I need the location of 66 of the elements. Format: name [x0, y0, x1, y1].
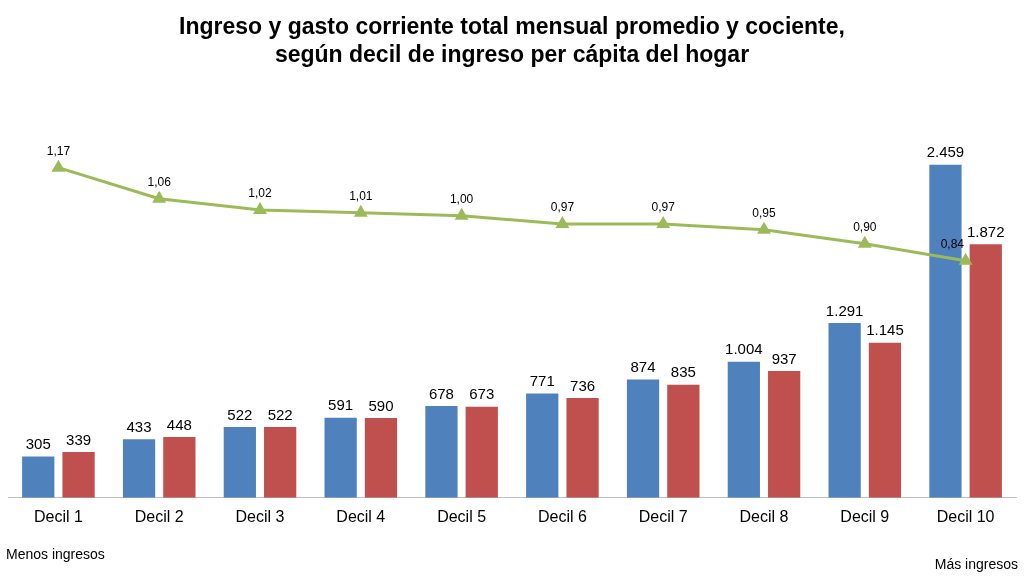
point [758, 223, 770, 234]
data-label: 2.459 [926, 143, 965, 161]
bar [626, 379, 660, 498]
data-label: 590 [368, 396, 394, 414]
bar [264, 427, 297, 498]
bar [364, 417, 398, 498]
data-label: 736 [570, 376, 596, 394]
data-label: 1,00 [449, 191, 474, 206]
data-label: 0,90 [853, 220, 877, 235]
bar [768, 370, 801, 498]
bar [324, 417, 357, 498]
text: Menos ingresos [6, 545, 105, 562]
bar [566, 398, 599, 498]
bar [465, 406, 498, 498]
bar [727, 361, 760, 498]
bar [828, 322, 861, 498]
data-label: 673 [469, 385, 495, 403]
x-tick-label: Decil 6 [537, 507, 587, 525]
data-label: 0,97 [550, 200, 575, 215]
bar [969, 244, 1002, 498]
data-label: 937 [771, 349, 797, 367]
bar [868, 342, 902, 498]
x-tick-label: Decil 8 [739, 507, 789, 525]
data-label: 835 [670, 363, 696, 381]
chart-title: Ingreso y gasto corriente total mensual promedio y cociente, según decil de ingreso per cápita del hogar [179, 13, 845, 67]
data-label: 522 [227, 405, 253, 423]
data-label: 1,06 [147, 175, 172, 190]
data-label: 1.145 [866, 321, 904, 339]
x-tick-label: Decil 3 [235, 507, 285, 525]
bar [22, 456, 55, 498]
text: Más ingresos [934, 555, 1018, 572]
data-label: 1.004 [725, 340, 763, 358]
data-label: 448 [166, 415, 192, 433]
bar [122, 439, 156, 498]
data-label: 1,17 [46, 143, 71, 158]
point [556, 217, 569, 229]
data-label: 522 [267, 405, 293, 423]
x-tick-label: Decil 7 [638, 507, 688, 525]
data-label: 339 [66, 430, 92, 448]
data-label: 1,02 [248, 186, 272, 201]
x-tick-label: Decil 1 [33, 507, 83, 525]
x-tick-label: Decil 4 [336, 507, 386, 525]
data-label: 771 [529, 372, 555, 390]
bar [425, 405, 458, 498]
bar [62, 451, 95, 498]
point [657, 217, 670, 229]
bar [667, 384, 700, 498]
bar [526, 393, 559, 498]
bar [163, 437, 196, 498]
data-label: 591 [328, 396, 354, 414]
data-label: 874 [630, 358, 656, 376]
x-tick-label: Decil 9 [840, 507, 890, 525]
data-label: 1.872 [966, 222, 1005, 240]
data-label: 433 [126, 417, 152, 435]
data-label: 305 [25, 435, 51, 453]
data-label: 1,01 [349, 189, 373, 204]
data-label: 0,95 [752, 206, 776, 221]
bar [929, 164, 962, 498]
point [254, 203, 266, 214]
data-label: 1.291 [825, 301, 864, 319]
bar [223, 427, 256, 498]
x-tick-label: Decil 2 [134, 507, 184, 525]
x-tick-label: Decil 10 [936, 507, 995, 525]
x-tick-label: Decil 5 [437, 507, 487, 525]
data-label: 678 [428, 384, 454, 402]
data-label: 0,97 [651, 200, 676, 215]
